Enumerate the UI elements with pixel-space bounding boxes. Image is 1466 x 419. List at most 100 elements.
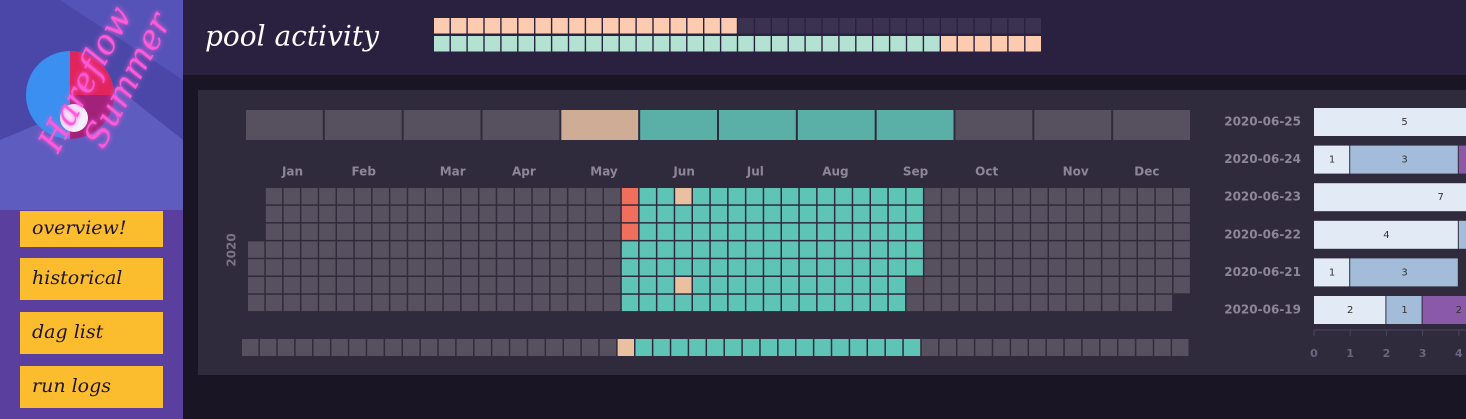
day-cell — [532, 277, 550, 294]
nav-button[interactable] — [20, 366, 163, 408]
nav-button[interactable] — [20, 258, 163, 300]
day-cell — [354, 259, 372, 276]
pool-slot — [856, 18, 872, 34]
day-cell — [568, 241, 585, 258]
pool-slot — [467, 36, 484, 52]
day-cell — [639, 294, 656, 312]
week-bar — [313, 339, 330, 356]
nav-button[interactable] — [20, 312, 163, 354]
day-cell — [479, 259, 496, 276]
day-cell — [532, 294, 550, 312]
bar-segment — [1422, 296, 1466, 324]
pool-slot — [721, 18, 737, 34]
day-cell — [782, 188, 799, 205]
nav-button[interactable] — [20, 211, 163, 247]
pool-slot — [738, 36, 754, 52]
week-bar — [474, 339, 491, 356]
day-cell — [924, 277, 941, 294]
day-cell — [301, 241, 318, 258]
day-cell — [408, 259, 425, 276]
week-bar — [456, 339, 474, 356]
day-cell — [657, 223, 674, 240]
day-cell — [1173, 205, 1190, 223]
day-cell — [639, 205, 656, 223]
day-cell — [461, 188, 478, 205]
day-cell — [497, 277, 514, 294]
day-cell — [710, 259, 728, 276]
day-cell — [337, 259, 354, 276]
day-cell — [461, 223, 478, 240]
day-cell — [675, 277, 692, 294]
week-bar — [1154, 339, 1171, 356]
day-cell — [390, 277, 407, 294]
pool-slot — [991, 18, 1008, 34]
bar-label: 2 — [1347, 305, 1353, 316]
bar-label: 2 — [1456, 305, 1462, 316]
day-cell — [906, 205, 923, 223]
month-label: Sep — [903, 165, 929, 179]
month-bar — [246, 110, 323, 140]
day-cell — [710, 277, 728, 294]
nav-label[interactable]: historical — [32, 267, 122, 289]
day-cell — [479, 294, 496, 312]
week-bar — [689, 339, 706, 356]
day-cell — [479, 205, 496, 223]
day-cell — [942, 259, 959, 276]
day-cell — [1031, 259, 1048, 276]
pool-slot — [1008, 36, 1025, 52]
day-cell — [960, 294, 977, 312]
day-cell — [265, 294, 283, 312]
day-cell — [746, 294, 763, 312]
week-bar — [975, 339, 992, 356]
day-cell — [764, 188, 781, 205]
day-cell — [817, 223, 834, 240]
day-cell — [728, 241, 745, 258]
day-cell — [1013, 294, 1030, 312]
day-cell — [1138, 294, 1155, 312]
pool-slot — [721, 36, 737, 52]
day-cell — [1066, 277, 1084, 294]
day-cell — [265, 223, 283, 240]
bar-label: 7 — [1438, 192, 1444, 203]
day-cell — [337, 188, 354, 205]
day-cell — [710, 205, 728, 223]
day-cell — [657, 205, 674, 223]
day-cell — [639, 277, 656, 294]
nav-label[interactable]: run logs — [32, 375, 111, 397]
nav-label[interactable]: dag list — [32, 321, 104, 343]
day-cell — [728, 205, 745, 223]
week-bar — [957, 339, 974, 356]
day-cell — [515, 188, 532, 205]
month-label: Feb — [351, 165, 376, 179]
day-cell — [532, 188, 550, 205]
day-cell — [693, 277, 710, 294]
week-bar — [402, 339, 420, 356]
month-label: Apr — [512, 165, 536, 179]
day-cell — [1155, 241, 1173, 258]
week-bar — [1100, 339, 1117, 356]
day-cell — [550, 205, 567, 223]
pool-slot — [805, 18, 822, 34]
day-cell — [782, 259, 799, 276]
week-bar — [1064, 339, 1082, 356]
day-cell — [1102, 223, 1119, 240]
pool-slot — [535, 36, 551, 52]
week-bar — [617, 339, 635, 356]
pool-slot — [890, 18, 906, 34]
pool-slot — [941, 36, 957, 52]
y-tick-label: 2020-06-22 — [1224, 227, 1301, 241]
day-cell — [621, 259, 639, 276]
day-cell — [621, 223, 639, 240]
day-cell — [960, 259, 977, 276]
day-cell — [871, 188, 888, 205]
week-bar — [742, 339, 760, 356]
day-cell — [586, 294, 603, 312]
nav-label[interactable]: overview! — [32, 217, 126, 239]
ball-slice — [70, 51, 114, 95]
day-cell — [586, 277, 603, 294]
day-cell — [1013, 277, 1030, 294]
week-bar — [707, 339, 724, 356]
day-cell — [657, 294, 674, 312]
day-cell — [372, 277, 389, 294]
pool-slot — [822, 18, 839, 34]
